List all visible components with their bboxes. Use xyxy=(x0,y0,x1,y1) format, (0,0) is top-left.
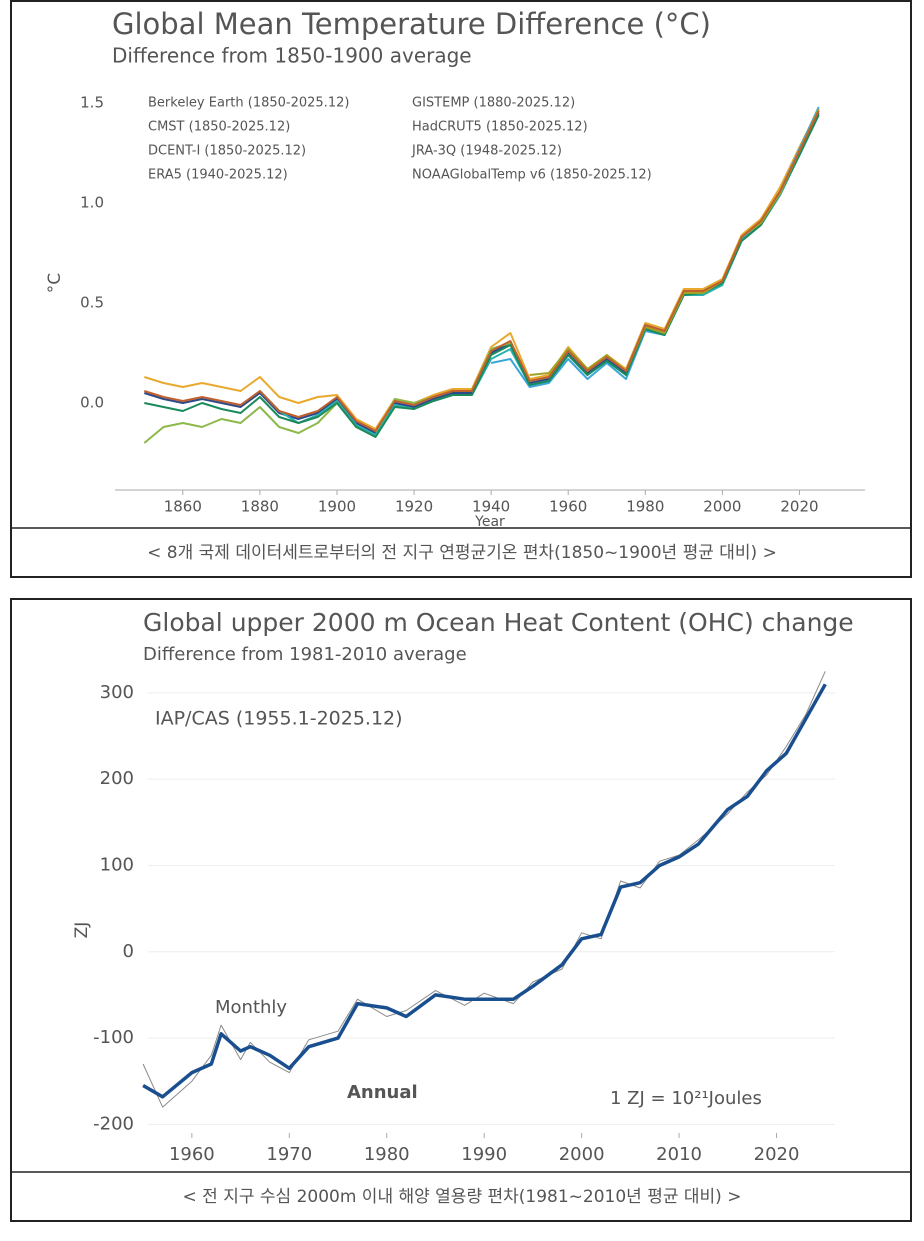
panel-frame xyxy=(10,0,912,578)
y-tick-label: 0 xyxy=(123,941,134,962)
chart-title: Global Mean Temperature Difference (°C) xyxy=(112,7,711,41)
chart-subtitle: Difference from 1850-1900 average xyxy=(112,44,472,68)
series-label: Annual xyxy=(347,1082,418,1103)
legend-entry: GISTEMP (1880-2025.12) xyxy=(412,96,575,111)
x-tick-label: 2000 xyxy=(703,498,741,516)
x-tick-label: 1980 xyxy=(626,498,664,516)
x-tick-label: 2020 xyxy=(780,498,818,516)
y-axis-label: ZJ xyxy=(72,922,92,939)
y-tick-label: 1.0 xyxy=(80,194,104,212)
x-tick-label: 1920 xyxy=(395,498,433,516)
legend-entry: ERA5 (1940-2025.12) xyxy=(148,168,288,183)
legend-entry: NOAAGlobalTemp v6 (1850-2025.12) xyxy=(412,168,652,183)
series-line xyxy=(142,671,826,1108)
x-tick-label: 1900 xyxy=(318,498,356,516)
chart-title: Global upper 2000 m Ocean Heat Content (… xyxy=(143,608,854,637)
y-tick-label: 0.0 xyxy=(80,394,104,412)
y-tick-label: 200 xyxy=(100,768,134,789)
series-line xyxy=(259,114,820,436)
x-axis-label: Year xyxy=(474,514,505,530)
annotation: IAP/CAS (1955.1-2025.12) xyxy=(155,708,403,730)
series-line xyxy=(144,112,820,434)
y-tick-label: -200 xyxy=(93,1113,134,1134)
x-tick-label: 2020 xyxy=(754,1144,800,1165)
caption: < 전 지구 수심 2000m 이내 해양 열용량 편차(1981~2010년 … xyxy=(183,1187,742,1207)
y-tick-label: 1.5 xyxy=(80,94,104,112)
chart-subtitle: Difference from 1981-2010 average xyxy=(143,644,467,665)
legend-entry: HadCRUT5 (1850-2025.12) xyxy=(412,120,588,135)
x-tick-label: 1880 xyxy=(241,498,279,516)
x-tick-label: 1940 xyxy=(472,498,510,516)
x-tick-label: 1860 xyxy=(164,498,202,516)
x-tick-label: 1980 xyxy=(364,1144,410,1165)
x-tick-label: 1990 xyxy=(461,1144,507,1165)
x-tick-label: 2010 xyxy=(656,1144,702,1165)
series-line xyxy=(529,108,820,376)
x-tick-label: 1960 xyxy=(169,1144,215,1165)
y-tick-label: 0.5 xyxy=(80,294,104,312)
y-axis-label: °C xyxy=(45,273,65,293)
series-line xyxy=(143,110,820,444)
x-tick-label: 2000 xyxy=(559,1144,605,1165)
legend-entry: CMST (1850-2025.12) xyxy=(148,120,290,135)
annotation: 1 ZJ = 10²¹Joules xyxy=(610,1088,762,1109)
legend-entry: DCENT-I (1850-2025.12) xyxy=(148,144,306,159)
series-line xyxy=(144,110,820,432)
y-tick-label: 100 xyxy=(100,854,134,875)
panel-frame xyxy=(10,598,912,1222)
series-label: Monthly xyxy=(215,997,287,1018)
legend-entry: JRA-3Q (1948-2025.12) xyxy=(411,144,562,159)
y-tick-label: -100 xyxy=(93,1027,134,1048)
y-tick-label: 300 xyxy=(100,682,134,703)
series-line xyxy=(142,683,827,1099)
legend-entry: Berkeley Earth (1850-2025.12) xyxy=(148,96,349,111)
caption: < 8개 국제 데이터세트로부터의 전 지구 연평균기온 편차(1850~190… xyxy=(147,543,777,563)
x-tick-label: 1970 xyxy=(266,1144,312,1165)
x-tick-label: 1960 xyxy=(549,498,587,516)
